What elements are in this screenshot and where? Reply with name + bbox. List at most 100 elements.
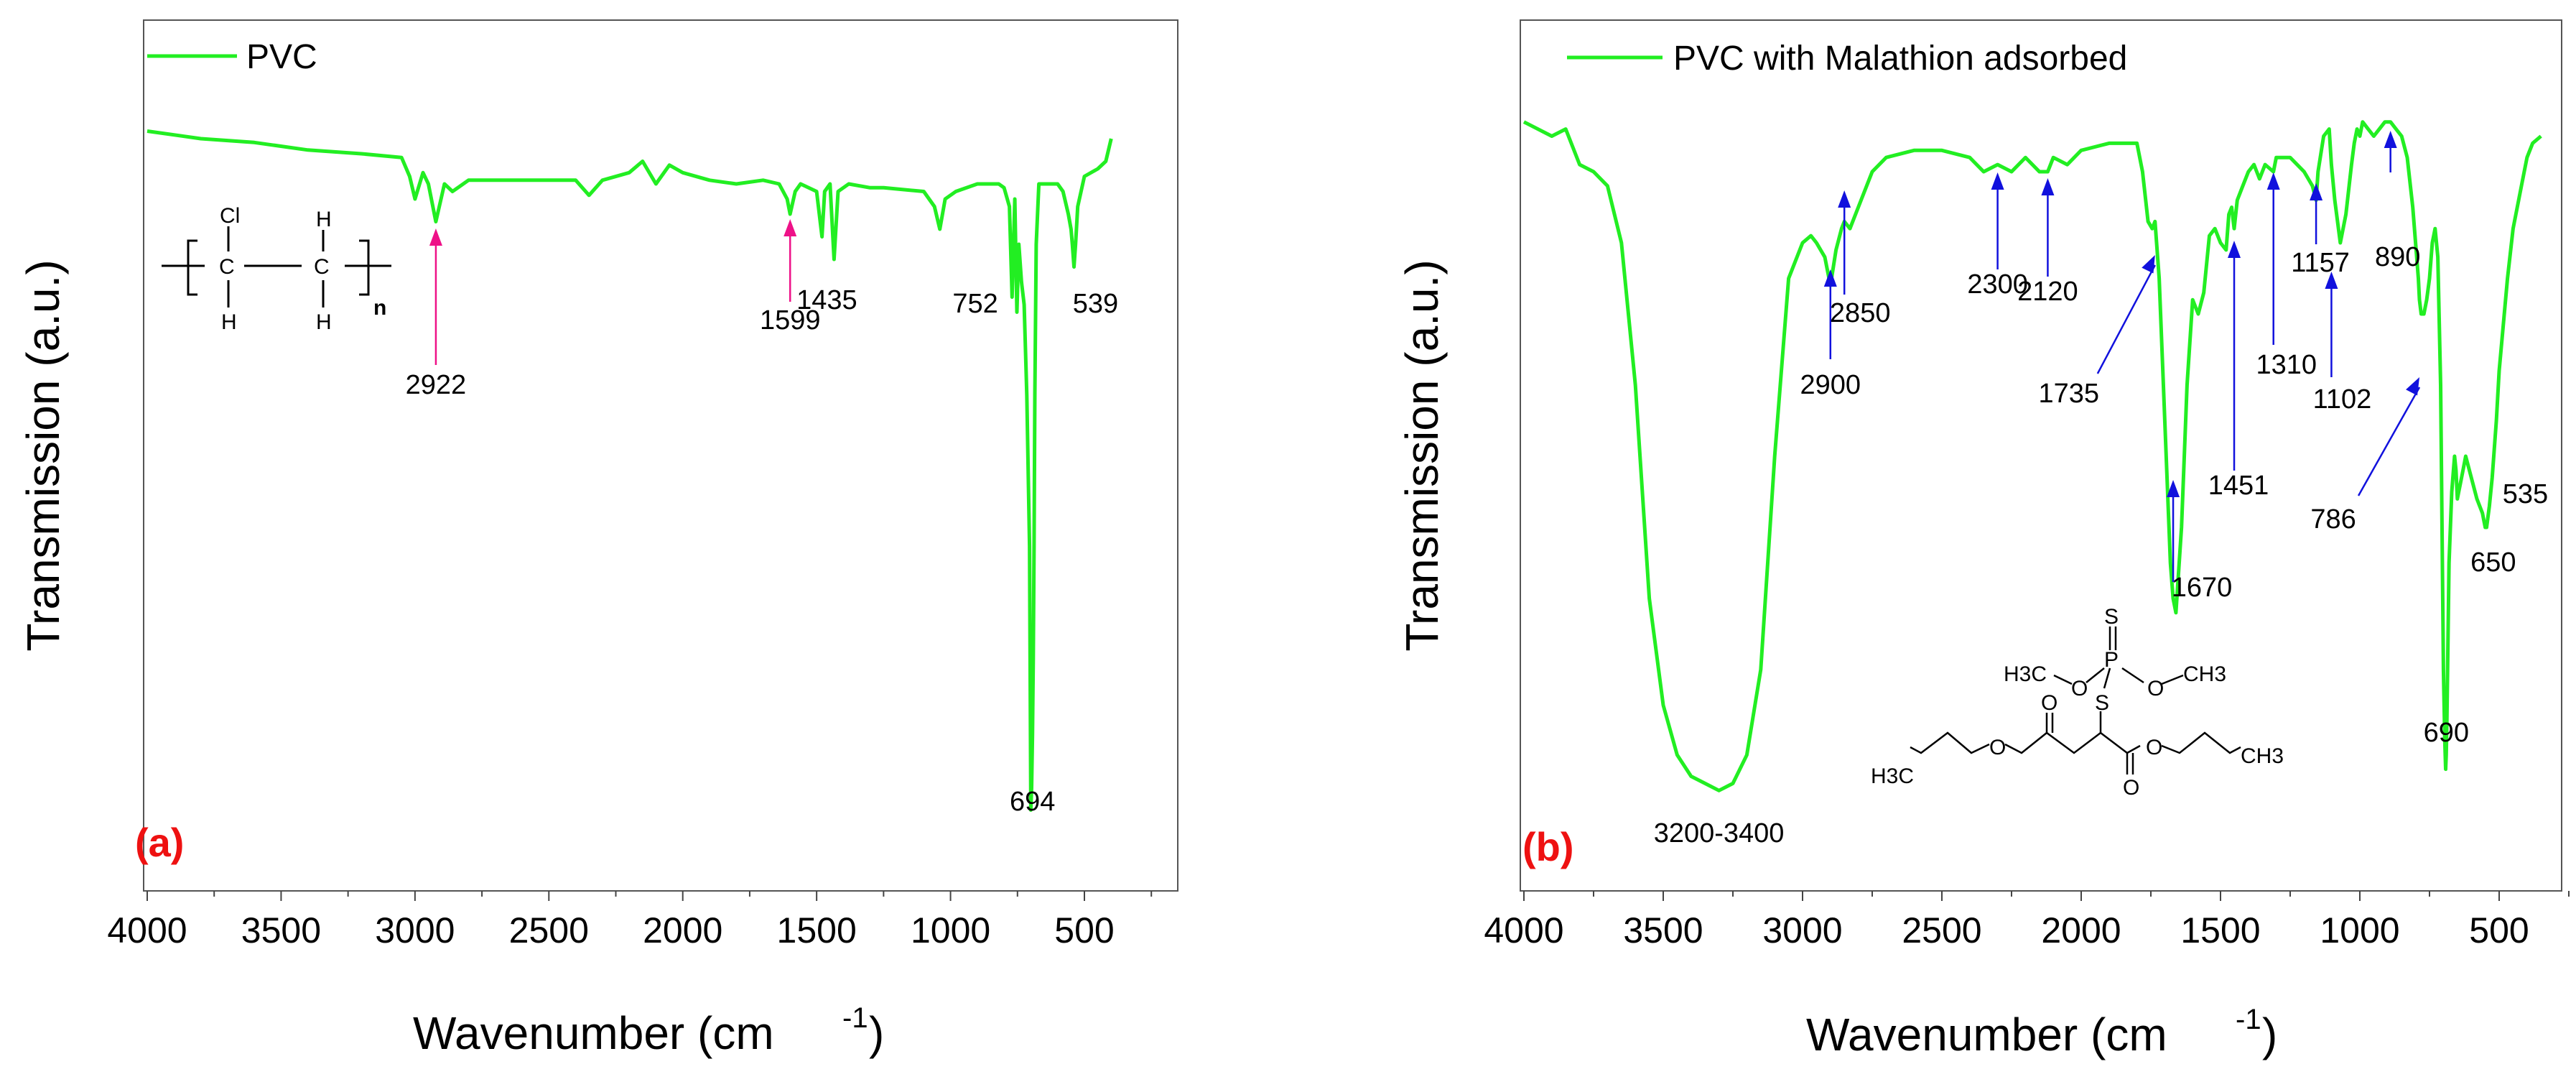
pvc-atom-c2: C <box>314 255 330 279</box>
panel-a-x-axis-label-main: Wavenumber (cm <box>413 1007 774 1059</box>
pvc-atom-bg-2 <box>307 253 339 279</box>
annotation-arrow-head <box>2142 255 2155 274</box>
annotation-arrow-head <box>2266 172 2280 190</box>
panel-a-x-axis-label-sup: -1 <box>842 1002 868 1034</box>
malathion-structure <box>1910 626 2241 774</box>
mal-bond-p-s <box>2103 667 2111 689</box>
annotation-arrow-head <box>1991 172 2004 190</box>
pvc-subscript-n: n <box>373 296 386 320</box>
panel-b-x-axis-label-sup: -1 <box>2236 1004 2261 1035</box>
mal-ester-left <box>1910 731 1990 754</box>
annotation-arrow-head <box>1838 190 1851 208</box>
panel-a: 4000 3500 3000 2500 2000 1500 1000 500 2922 1599… <box>17 19 1178 1059</box>
annotation-arrow-head <box>784 219 797 236</box>
mal-o-ester-2: O <box>2146 736 2162 759</box>
panel-b-x-tick-label: 4000 <box>1484 910 1563 951</box>
annotation-arrow-shaft <box>2357 387 2421 496</box>
annotation-arrow-head <box>429 228 442 246</box>
peak-label-2900: 2900 <box>1800 370 1861 400</box>
peak-label-1102: 1102 <box>2313 384 2372 415</box>
mal-bond-p-o1 <box>2086 667 2105 683</box>
panel-a-frame <box>143 19 1178 892</box>
mal-s-double: S <box>2104 605 2119 629</box>
mal-bond-o1-ch3 <box>2053 674 2073 685</box>
panel-a-y-axis-label: Transmission (a.u.) <box>17 259 69 651</box>
panel-b-x-tick-label: 2000 <box>2041 910 2121 951</box>
panel-a-x-tick-label: 1000 <box>911 910 990 951</box>
peak-label-1310: 1310 <box>2256 350 2317 380</box>
mal-chain-right <box>2100 732 2141 754</box>
annotation-arrow-head <box>2167 480 2180 497</box>
panel-b: 4000 3500 3000 2500 2000 1500 1000 500 2900 2850… <box>1396 19 2570 1060</box>
mal-h3c-ester: H3C <box>1871 764 1914 788</box>
peak-label-535: 535 <box>2503 479 2548 509</box>
pvc-bracket-right <box>359 239 370 296</box>
panel-b-x-tick-label: 1000 <box>2320 910 2399 951</box>
panel-a-x-axis-label-end: ) <box>869 1007 884 1059</box>
panel-a-x-tick-label: 4000 <box>107 910 187 951</box>
mal-bond-o2-ch3 <box>2161 674 2184 685</box>
peak-label-2922: 2922 <box>406 370 467 400</box>
mal-o-carbonyl-2: O <box>2123 776 2139 800</box>
panel-a-x-tick-label: 1500 <box>777 910 857 951</box>
mal-o2: O <box>2147 677 2164 700</box>
mal-s-link: S <box>2095 691 2109 715</box>
mal-ch3-ester: CH3 <box>2241 744 2284 768</box>
annotation-arrow-head <box>2384 131 2397 148</box>
pvc-h-bottom-2: H <box>316 310 332 334</box>
panel-b-x-tick-label: 500 <box>2469 910 2529 951</box>
mal-chain-left <box>2004 731 2101 754</box>
mal-ch3-left: H3C <box>2004 662 2047 686</box>
peak-label-2120: 2120 <box>2017 277 2078 307</box>
annotation-arrow-head <box>2228 241 2241 258</box>
mal-p: P <box>2104 648 2119 672</box>
pvc-h-top: H <box>316 208 332 231</box>
panel-a-x-tick-label: 2500 <box>509 910 589 951</box>
annotation-arrow-shaft <box>2096 264 2156 374</box>
panel-b-y-axis-label: Transmission (a.u.) <box>1396 259 1448 651</box>
peak-label-752: 752 <box>952 289 998 319</box>
panel-b-x-ticks: 4000 3500 3000 2500 2000 1500 1000 500 <box>1484 891 2570 951</box>
panel-b-x-tick-label: 3500 <box>1623 910 1703 951</box>
panel-b-x-tick-label: 1500 <box>2180 910 2260 951</box>
mal-bond-p-o2 <box>2121 667 2144 684</box>
peak-label-890: 890 <box>2375 242 2420 272</box>
peak-label-1599: 1599 <box>760 305 821 336</box>
panel-a-x-tick-label: 3000 <box>375 910 455 951</box>
annotation-arrow-head <box>2041 178 2055 195</box>
pvc-h-bottom-1: H <box>221 310 237 334</box>
annotation-arrow-head <box>1823 269 1837 287</box>
annotation-arrow-head <box>2325 272 2338 289</box>
mal-o-carbonyl-1: O <box>2041 691 2057 715</box>
pvc-bracket-left <box>187 239 197 296</box>
peak-label-786: 786 <box>2310 504 2356 535</box>
peak-label-650: 650 <box>2470 547 2516 578</box>
peak-label-690: 690 <box>2424 718 2469 748</box>
peak-label-2300: 2300 <box>1967 269 2028 300</box>
mal-o-ester-1: O <box>1989 736 2006 759</box>
panel-b-legend-label: PVC with Malathion adsorbed <box>1673 40 2127 78</box>
panel-b-frame <box>1520 19 2562 892</box>
mal-o1: O <box>2071 677 2088 700</box>
panel-a-x-ticks: 4000 3500 3000 2500 2000 1500 1000 500 <box>107 891 1153 951</box>
panel-a-legend-label: PVC <box>246 38 317 76</box>
panel-b-x-axis-label: Wavenumber (cm -1 ) <box>1806 1004 2277 1060</box>
panel-b-x-axis-label-end: ) <box>2262 1009 2277 1060</box>
mal-ch3-right: CH3 <box>2183 662 2226 686</box>
peak-label-539: 539 <box>1073 289 1118 319</box>
panel-a-x-tick-label: 3500 <box>241 910 321 951</box>
peak-label-3200-3400: 3200-3400 <box>1654 818 1785 849</box>
panel-a-x-tick-label: 500 <box>1054 910 1114 951</box>
pvc-atom-bg-1 <box>213 253 244 279</box>
pvc-atom-c1: C <box>219 255 235 279</box>
peak-label-1157: 1157 <box>2291 248 2350 278</box>
mal-ester-right <box>2161 731 2241 754</box>
panel-b-tag: (b) <box>1522 824 1574 869</box>
panel-a-tag: (a) <box>135 820 184 865</box>
panel-b-series-line <box>1522 120 2542 792</box>
peak-label-1435: 1435 <box>796 285 857 315</box>
panel-b-x-axis-label-main: Wavenumber (cm <box>1806 1009 2167 1060</box>
